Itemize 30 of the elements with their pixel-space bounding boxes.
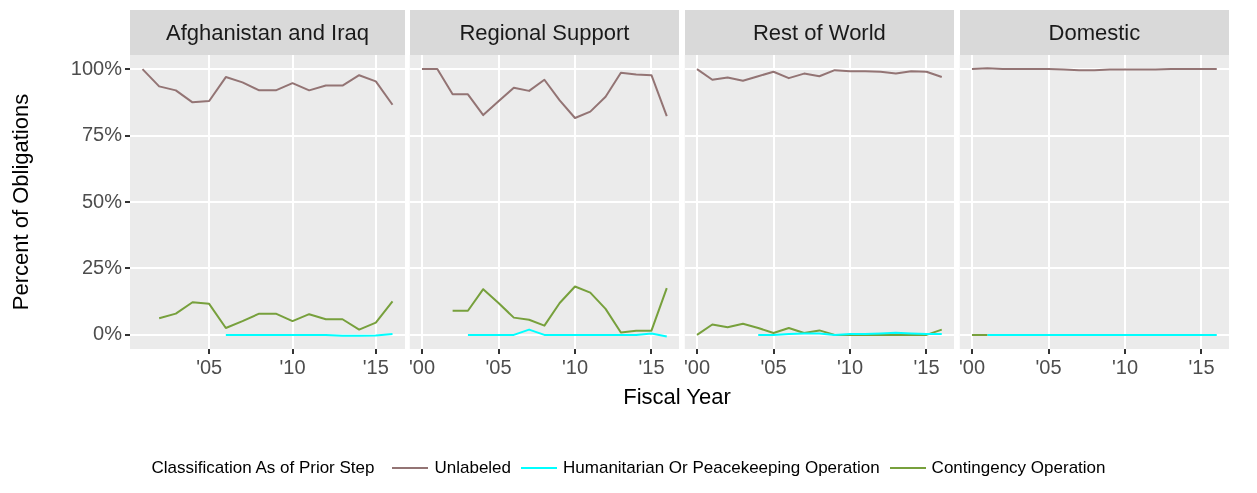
x-tick-label: '10: [1111, 355, 1139, 378]
legend-title: Classification As of Prior Step: [151, 458, 375, 478]
y-tick-label: 75%: [81, 123, 123, 146]
x-tick-label: '10: [279, 355, 306, 378]
x-tick-label: '00: [683, 355, 711, 378]
x-tick-label: '15: [1188, 355, 1215, 378]
x-tick-label: '15: [362, 355, 389, 378]
x-tick-label: '05: [196, 355, 223, 378]
legend-label: Contingency Operation: [931, 458, 1106, 478]
x-tick-label: '00: [958, 355, 986, 378]
y-axis-title: Percent of Obligations: [8, 93, 34, 311]
y-tick-label: 0%: [93, 322, 123, 345]
chart-title: Afghanistan and Iraq: [130, 10, 405, 55]
chart-title: Regional Support: [409, 10, 679, 55]
y-tick-label: 100%: [70, 56, 123, 79]
x-tick-label: '05: [1035, 355, 1062, 378]
x-tick-label: '10: [836, 355, 864, 378]
x-tick-label: '10: [561, 355, 589, 378]
x-tick-label: '00: [408, 355, 436, 378]
x-axis-title: Fiscal Year: [623, 384, 731, 410]
legend-label: Unlabeled: [434, 458, 512, 478]
legend-label: Humanitarian Or Peacekeeping Operation: [563, 458, 880, 478]
y-tick-label: 25%: [81, 255, 123, 278]
chart-title: Domestic: [959, 10, 1229, 55]
x-tick-label: '15: [638, 355, 665, 378]
y-tick-label: 50%: [81, 189, 123, 212]
x-tick-label: '05: [485, 355, 512, 378]
x-tick-label: '15: [913, 355, 940, 378]
chart-title: Rest of World: [684, 10, 954, 55]
x-tick-label: '05: [760, 355, 787, 378]
